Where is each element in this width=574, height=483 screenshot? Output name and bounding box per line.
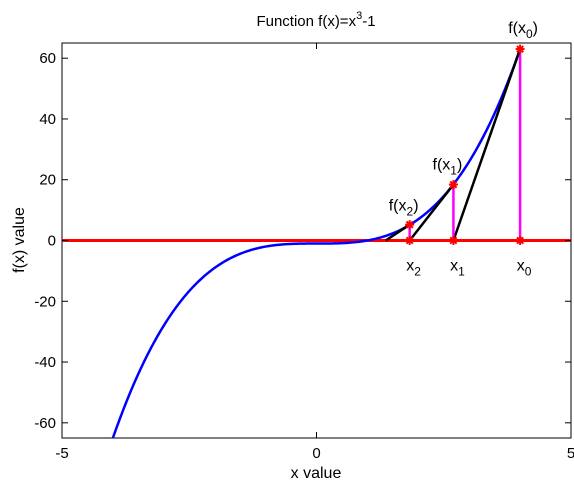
root-label-2: x2	[406, 258, 421, 279]
tangent-line-0	[452, 48, 522, 241]
point-label-0: f(x0)	[508, 20, 538, 41]
point-label-1: f(x1)	[433, 157, 463, 178]
annotations: f(x0) x0 f(x1) x1 f(x2) x2	[389, 20, 538, 278]
x-tick-label-0: -5	[55, 445, 68, 462]
root-marker-1	[448, 236, 458, 245]
tangent-line-2	[385, 223, 411, 242]
x-tick-label-1: 0	[312, 445, 320, 462]
x-axis-label: x value	[291, 465, 342, 482]
axis-ticks: -5 0 5 -60 -40 -20 0 20 40 60	[34, 43, 574, 462]
chart-title: Function f(x)=x3-1	[256, 10, 375, 30]
y-tick-label-5: 40	[39, 111, 56, 128]
y-tick-label-0: -60	[34, 415, 56, 432]
root-marker-0	[515, 236, 525, 245]
point-label-2: f(x2)	[389, 198, 419, 219]
y-tick-label-6: 60	[39, 50, 56, 67]
y-tick-label-1: -40	[34, 354, 56, 371]
root-label-1: x1	[450, 258, 465, 279]
point-marker-2	[405, 220, 415, 230]
tangent-line-1	[408, 183, 455, 242]
y-tick-label-3: 0	[48, 233, 56, 250]
y-axis-label: f(x) value	[11, 207, 28, 273]
point-marker-1	[448, 180, 458, 190]
x-tick-label-2: 5	[567, 445, 574, 462]
root-marker-2	[405, 236, 415, 245]
point-marker-0	[515, 44, 525, 54]
markers	[405, 44, 525, 245]
y-tick-label-2: -20	[34, 293, 56, 310]
root-label-0: x0	[517, 258, 532, 279]
y-tick-label-4: 20	[39, 172, 56, 189]
